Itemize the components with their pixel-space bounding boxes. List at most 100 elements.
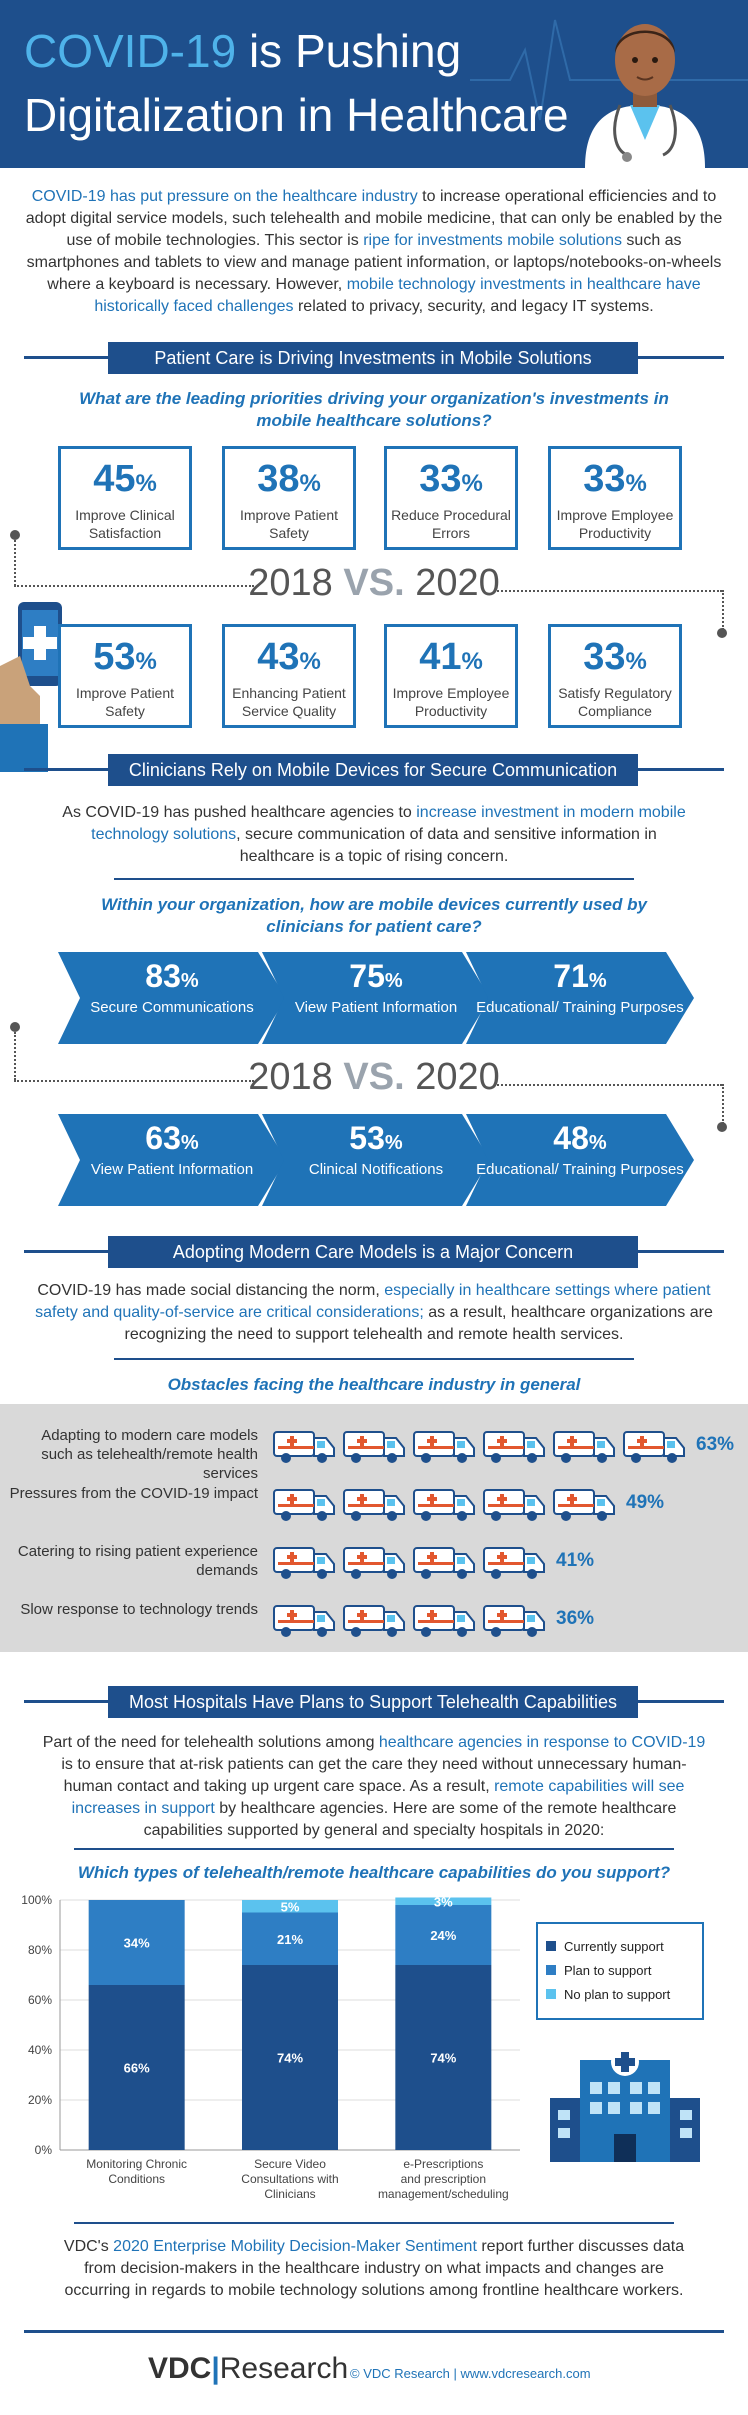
obstacles-panel: Adapting to modern care models such as t… — [0, 1404, 748, 1652]
bar-segment — [242, 1912, 338, 1965]
stat-percent: 33% — [583, 636, 647, 678]
connector-line — [494, 590, 722, 592]
section-divider — [74, 2222, 674, 2224]
usage-arrow: 83% Secure Communications — [58, 952, 286, 1044]
footer-divider — [24, 2330, 724, 2333]
obstacle-label: Catering to rising patient experience de… — [17, 1543, 258, 1579]
stat-percent: 33% — [419, 458, 483, 500]
section-divider — [114, 878, 634, 880]
stat-percent: 43% — [257, 636, 321, 678]
priority-stat-box: 38% Improve Patient Safety — [222, 446, 356, 550]
legend-label: Plan to support — [564, 1962, 652, 1978]
arrow-shape — [466, 952, 694, 1044]
section2-banner: Clinicians Rely on Mobile Devices for Se… — [108, 754, 638, 786]
x-tick-label: Monitoring Chronic — [86, 2157, 187, 2171]
y-tick-label: 20% — [28, 2093, 52, 2107]
obstacle-percent: 63% — [696, 1434, 735, 1455]
hospital-building-icon — [550, 2048, 700, 2162]
stat-label: Improve Clinical Satisfaction — [75, 507, 175, 541]
obstacle-percent: 41% — [556, 1550, 595, 1571]
stat-label: Improve Employee Productivity — [556, 507, 674, 541]
ambulance-icon — [343, 1547, 405, 1579]
section2-intro: As COVID-19 has pushed healthcare agenci… — [62, 804, 686, 865]
usage-label: Educational/ Training Purposes — [476, 999, 684, 1016]
usage-label: View Patient Information — [294, 999, 458, 1016]
legend-item: Currently support — [546, 1934, 694, 1958]
chart-legend: Currently support Plan to support No plan … — [536, 1922, 704, 2020]
ambulance-icon — [343, 1431, 405, 1463]
telehealth-stacked-bar-chart: 0% 20% 40% 60% 80% 100% 66% 34% Monitoring Chron… — [21, 1893, 520, 2201]
bar-segment — [88, 1900, 185, 1985]
data-label: 34% — [124, 1936, 150, 1951]
page-title-line1: COVID-19 is Pushing — [24, 25, 462, 77]
stat-percent: 33% — [583, 458, 647, 500]
legend-swatch — [546, 1989, 556, 1999]
intro-paragraph: COVID-19 has put pressure on the healthc… — [25, 188, 723, 315]
priority-stat-box: 43% Enhancing Patient Service Quality — [222, 624, 356, 728]
x-tick-label: management/scheduling — [378, 2187, 509, 2201]
arrow-shape — [262, 952, 490, 1044]
copyright-link[interactable]: © VDC Research | www.vdcresearch.com — [350, 2366, 591, 2381]
data-label: 66% — [124, 2061, 150, 2076]
obstacle-label: Adapting to modern care models such as t… — [41, 1427, 258, 1482]
arrow-shape — [466, 1114, 694, 1206]
ambulance-icon — [483, 1489, 545, 1521]
priority-stat-box: 45% Improve Clinical Satisfaction — [58, 446, 192, 550]
x-tick-label: and prescription — [401, 2172, 486, 2186]
ambulance-icon — [343, 1605, 405, 1637]
legend-label: No plan to support — [564, 1986, 671, 2002]
priority-stat-box: 33% Satisfy Regulatory Compliance — [548, 624, 682, 728]
arrow-content: 83% Secure Communications — [58, 952, 286, 1017]
arrow-content: 63% View Patient Information — [58, 1114, 286, 1179]
x-tick-label: e-Prescriptions — [403, 2157, 483, 2171]
bar-segment — [88, 1985, 185, 2150]
arrow-content: 75% View Patient Information — [262, 952, 490, 1017]
arrow-content: 53% Clinical Notifications — [262, 1114, 490, 1179]
data-label: 5% — [281, 1899, 300, 1914]
connector-line — [722, 1084, 724, 1124]
data-label: 21% — [277, 1932, 303, 1947]
ambulance-bar — [272, 1542, 546, 1582]
usage-arrow: 53% Clinical Notifications — [262, 1114, 490, 1206]
usage-percent: 83% — [145, 958, 199, 994]
connector-dot — [10, 530, 20, 540]
stat-label: Satisfy Regulatory Compliance — [558, 685, 672, 719]
usage-label: View Patient Information — [90, 1161, 254, 1178]
obstacle-label: Slow response to technology trends — [20, 1601, 258, 1618]
y-tick-label: 80% — [28, 1943, 52, 1957]
usage-label: Educational/ Training Purposes — [476, 1161, 684, 1178]
ambulance-icon — [273, 1431, 335, 1463]
ambulance-icon — [413, 1489, 475, 1521]
ambulance-icon — [343, 1489, 405, 1521]
connector-dot — [10, 1022, 20, 1032]
ambulance-icon — [483, 1431, 545, 1463]
obstacle-label: Pressures from the COVID-19 impact — [9, 1485, 258, 1502]
x-tick-label: Clinicians — [264, 2187, 315, 2201]
section1-question: What are the leading priorities driving … — [79, 389, 669, 430]
bar-segment — [242, 1965, 338, 2150]
usage-percent: 48% — [553, 1120, 607, 1156]
section3-question: Obstacles facing the healthcare industry… — [167, 1375, 581, 1394]
vdc-logo: VDC|Research — [148, 2352, 349, 2385]
doctor-illustration — [585, 24, 705, 168]
section4-intro: Part of the need for telehealth solution… — [42, 1734, 706, 1839]
connector-line — [722, 590, 724, 630]
legend-swatch — [546, 1965, 556, 1975]
arrow-shape — [262, 1114, 490, 1206]
priority-stat-box: 41% Improve Employee Productivity — [384, 624, 518, 728]
connector-line — [494, 1084, 722, 1086]
vs-label-2: 2018 VS. 2020 — [248, 1056, 500, 1098]
ambulance-icon — [553, 1489, 615, 1521]
obstacle-percent: 36% — [556, 1608, 595, 1629]
ambulance-icon — [273, 1489, 335, 1521]
usage-arrow: 75% View Patient Information — [262, 952, 490, 1044]
usage-percent: 75% — [349, 958, 403, 994]
usage-label: Clinical Notifications — [308, 1161, 444, 1178]
section3-intro: COVID-19 has made social distancing the … — [35, 1282, 713, 1343]
data-label: 3% — [434, 1894, 453, 1909]
connector-dot — [717, 1122, 727, 1132]
heartbeat-graphic — [470, 19, 748, 121]
arrow-content: 48% Educational/ Training Purposes — [466, 1114, 694, 1179]
usage-percent: 71% — [553, 958, 607, 994]
arrow-shape — [58, 952, 286, 1044]
